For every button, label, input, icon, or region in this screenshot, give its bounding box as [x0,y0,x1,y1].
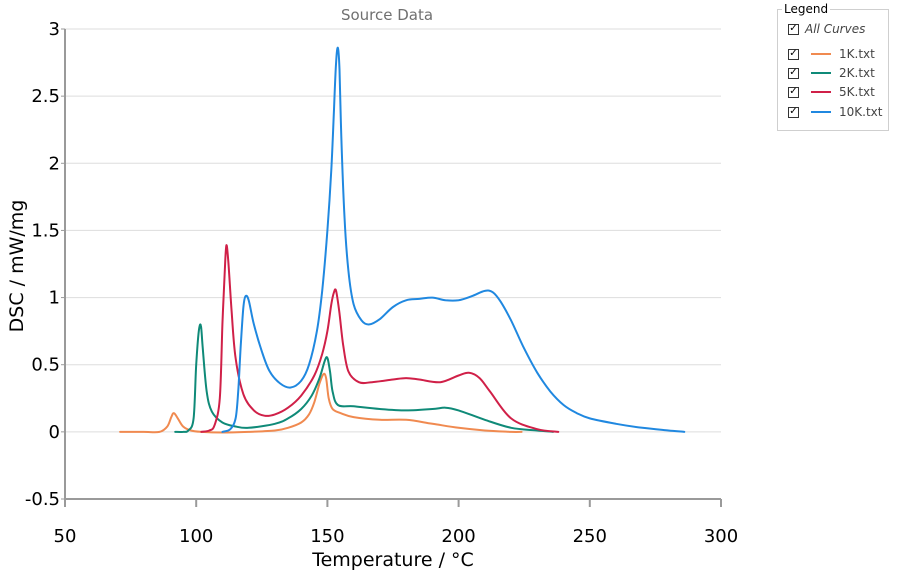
all-curves-checkbox[interactable]: ✓ [788,23,799,35]
series-line-5k [200,244,560,433]
series-line-10k [221,46,686,433]
y-tick-label: 0.5 [31,355,60,376]
legend-checkbox-2k[interactable]: ✓ [788,67,799,79]
legend-item-10k[interactable]: ✓ 10K.txt [788,104,882,120]
legend-swatch-2k [811,72,831,74]
y-tick-label: 1 [49,288,60,309]
legend-label-2k: 2K.txt [839,66,875,80]
legend-checkbox-1k[interactable]: ✓ [788,48,799,60]
tick-labels: -0.5 0 0.5 1 1.5 2 2.5 3 50 100 150 200 250 300 [25,19,738,547]
legend-swatch-5k [811,91,831,93]
legend-label-5k: 5K.txt [839,85,875,99]
chart-title: Source Data [341,6,433,24]
series-line-2k [174,323,555,433]
series-line-1k [119,372,523,434]
legend-item-5k[interactable]: ✓ 5K.txt [788,84,875,100]
legend-checkbox-5k[interactable]: ✓ [788,86,799,98]
legend-label-1k: 1K.txt [839,47,875,61]
axes-layer [61,28,722,507]
x-tick-label: 100 [179,526,213,547]
y-tick-label: 1.5 [31,220,60,241]
x-tick-label: 300 [704,526,738,547]
series-layer [119,46,686,434]
legend-item-2k[interactable]: ✓ 2K.txt [788,65,875,81]
x-tick-label: 50 [54,526,77,547]
grid-layer [65,28,721,433]
y-tick-label: 0 [49,422,60,443]
y-tick-label: 2 [49,153,60,174]
legend-all-curves[interactable]: ✓ All Curves [788,21,865,37]
legend-swatch-1k [811,53,831,55]
x-tick-label: 150 [310,526,344,547]
legend-panel: ✓ All Curves ✓ 1K.txt ✓ 2K.txt ✓ 5K.txt … [777,9,889,131]
x-tick-label: 250 [573,526,607,547]
x-axis-title: Temperature / °C [311,549,474,571]
legend-label-10k: 10K.txt [839,105,883,119]
all-curves-label: All Curves [805,22,866,36]
x-tick-label: 200 [441,526,475,547]
y-tick-label: 2.5 [31,86,60,107]
legend-caption: Legend [782,2,831,16]
legend-checkbox-10k[interactable]: ✓ [788,106,799,118]
y-axis-title: DSC / mW/mg [6,200,28,333]
legend-item-1k[interactable]: ✓ 1K.txt [788,46,875,62]
y-tick-label: 3 [49,19,60,40]
legend-swatch-10k [811,111,831,113]
y-tick-label: -0.5 [25,489,60,510]
